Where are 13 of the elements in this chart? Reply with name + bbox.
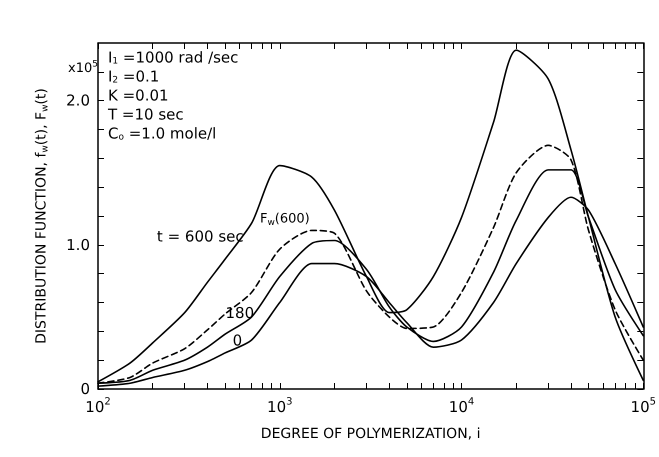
y-tick-label: 1.0 [66, 236, 90, 254]
annotation: K =0.01 [108, 86, 169, 104]
annotation: 180 [226, 304, 254, 322]
y-tick-label: 0 [80, 380, 90, 398]
y-tick-label: 2.0 [66, 92, 90, 110]
annotation: t = 600 sec [156, 228, 244, 246]
annotation: I1 =1000 rad /sec [108, 48, 238, 66]
y-axis-title: DISTRIBUTION FUNCTION, fw(t), Fw(t) [34, 88, 50, 344]
annotation: Co =1.0 mole/l [108, 124, 216, 142]
annotation: 0 [232, 332, 242, 350]
annotation: I2 =0.1 [108, 68, 160, 86]
annotation: T =10 sec [107, 106, 184, 124]
x-axis-title: DEGREE OF POLYMERIZATION, i [260, 426, 480, 442]
